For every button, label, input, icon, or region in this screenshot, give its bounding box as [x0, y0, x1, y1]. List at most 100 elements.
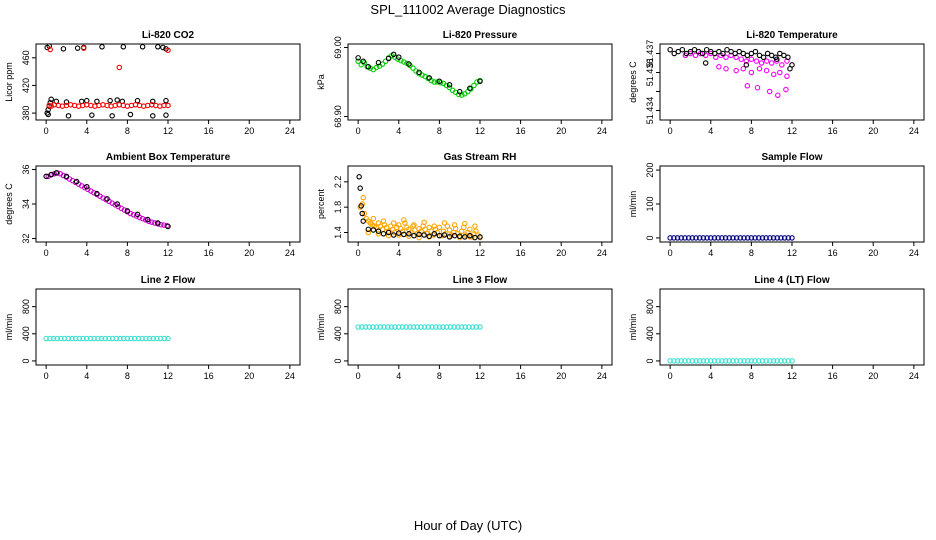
panel-5-average-point [472, 223, 478, 229]
panel-4-average-point [149, 219, 155, 225]
panel-5-y-axis-label: percent [316, 188, 326, 219]
panel-3-hourly-point [785, 54, 791, 61]
panel-5-hourly-point [357, 185, 363, 191]
panel-2-average-point [455, 91, 462, 98]
panel-6-average-point [711, 235, 718, 241]
panel-8-average-point [444, 324, 450, 330]
panel-7-average-point [139, 335, 145, 342]
panel-7-average-point [132, 335, 138, 342]
panel-6-average-point [700, 235, 707, 241]
panel-6-average-point [741, 235, 747, 241]
panel-2-average-point [355, 58, 361, 65]
panel-5-x-tick-label: 16 [516, 248, 526, 258]
panel-4-hourly-point [43, 173, 49, 180]
panel-5-hourly-point [411, 232, 417, 239]
panel-9-x-tick-label: 8 [749, 371, 754, 381]
panel-7-average-point [87, 335, 94, 342]
panel-5-x-tick-label: 24 [597, 248, 607, 258]
panel-3-average-point [692, 52, 699, 59]
panel-7-y-tick-label: 0 [21, 358, 31, 363]
panel-4-x-tick-label: 0 [44, 248, 49, 258]
panel-4-average-point [142, 217, 149, 223]
panel-5-hourly-point [436, 232, 443, 239]
panel-7-average-point [84, 335, 90, 342]
panel-7-average-point [61, 335, 68, 342]
panel-6-average-point [726, 235, 732, 241]
panel-1-calibration-point [48, 96, 54, 103]
panel-9-average-point [778, 358, 784, 364]
panel-5-hourly-point [365, 226, 372, 233]
panel-8-average-point [458, 324, 465, 330]
panel-5-hourly-point [359, 210, 365, 217]
panel-4-hourly-point [48, 171, 54, 178]
panel-7-x-tick-label: 16 [204, 371, 214, 381]
panel-3-average-point [740, 65, 747, 72]
panel-1-calibration-point [46, 43, 52, 49]
panel-6-average-point [763, 235, 769, 241]
panel-2-hourly-point [436, 78, 443, 85]
panel-3-x-tick-label: 24 [909, 126, 919, 136]
panel-5-hourly-point [467, 232, 473, 239]
panel-1-average-point [116, 64, 123, 71]
panel-6-average-point [770, 235, 777, 241]
panel-8-average-point [466, 324, 472, 330]
panel-9-average-point [671, 358, 677, 364]
panel-1-x-tick-label: 0 [44, 126, 49, 136]
panel-6-average-point [678, 235, 684, 241]
panel-3-average-point [723, 65, 729, 72]
panel-5-average-point [421, 219, 427, 226]
panel-5-average-point [446, 227, 453, 233]
panel-5-hourly-point [462, 234, 468, 240]
panel-7-average-point [95, 335, 101, 342]
panel-9-x-tick-label: 16 [828, 371, 838, 381]
panel-6-average-point [682, 235, 688, 241]
panel-5-y-tick-label: 1.4 [333, 226, 343, 239]
panel-2-hourly-point [467, 85, 473, 91]
panel-8-average-point [451, 324, 457, 330]
panel-3-x-tick-label: 0 [668, 126, 673, 136]
panel-5-average-point [396, 232, 402, 238]
panel-5-hourly-point [441, 232, 448, 238]
panel-8-x-tick-label: 24 [597, 371, 607, 381]
panel-7-title: Line 2 Flow [141, 275, 196, 286]
panel-9-title: Line 4 (LT) Flow [754, 275, 830, 286]
panel-7-x-tick-label: 8 [125, 371, 130, 381]
panel-5-average-point [406, 233, 412, 240]
panel-2-average-point [382, 58, 389, 65]
panel-3-average-point [768, 60, 775, 66]
panel-8-average-point [473, 324, 480, 330]
figure-title: SPL_111002 Average Diagnostics [370, 2, 566, 17]
panel-8-title: Line 3 Flow [453, 275, 508, 286]
panel-5-hourly-point [370, 227, 377, 233]
panel-6-average-point [756, 235, 762, 241]
panel-6-average-point [671, 235, 677, 241]
panel-5-x-tick-label: 4 [396, 248, 401, 258]
panel-4-hourly-point [104, 196, 110, 202]
panel-8-average-point [377, 324, 384, 330]
panel-8-x-tick-label: 0 [356, 371, 361, 381]
panel-1-calibration-point [45, 111, 51, 118]
panel-8-average-point [392, 324, 398, 330]
panel-8-x-tick-label: 16 [516, 371, 526, 381]
panel-1-x-tick-label: 16 [204, 126, 214, 136]
panel-2-y-tick-label: 69.00 [333, 36, 343, 59]
panel-5-hourly-point [472, 234, 478, 241]
panel-9-average-point [763, 358, 769, 364]
panel-9-average-point [700, 358, 707, 364]
panel-5-y-tick-label: 2.2 [333, 176, 343, 189]
panel-1-calibration-point [63, 99, 70, 105]
panel-3-average-point [784, 73, 790, 80]
panel-7-y-tick-label: 400 [21, 326, 31, 341]
panel-3-hourly-point [774, 56, 780, 62]
panel-2-hourly-point [365, 64, 372, 70]
panel-3-average-point [733, 67, 739, 74]
panel-8-x-tick-label: 4 [396, 371, 401, 381]
panel-3-hourly-point [667, 46, 673, 53]
panel-7-average-point [150, 335, 156, 342]
panel-8-frame [347, 288, 613, 366]
panel-2-average-point [419, 72, 425, 78]
panel-9-average-point [748, 358, 755, 364]
panel-6-average-point [774, 235, 780, 241]
panel-5-hourly-point [426, 233, 432, 240]
panel-8-y-axis-label: ml/min [316, 314, 326, 341]
